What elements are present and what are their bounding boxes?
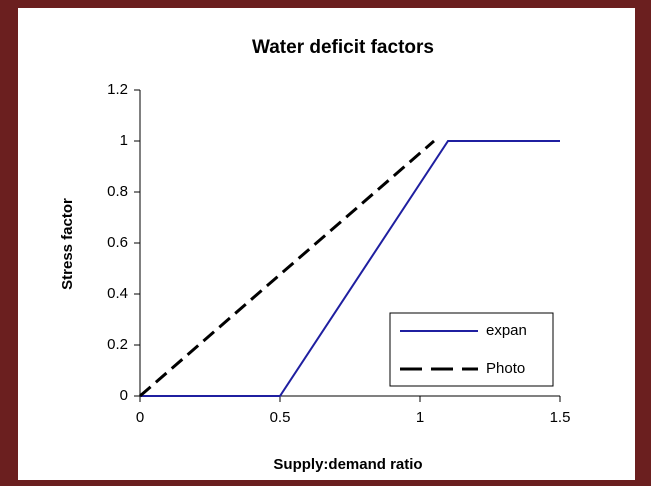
y-axis-label: Stress factor	[59, 198, 76, 290]
y-tick-label: 1.2	[107, 81, 128, 98]
y-tick-label: 1	[120, 132, 128, 149]
legend-label: Photo	[486, 360, 525, 377]
x-tick-label: 0.5	[270, 409, 291, 426]
y-tick-label: 0.6	[107, 234, 128, 251]
legend-label: expan	[486, 322, 527, 339]
series-line	[140, 140, 560, 397]
x-axis-label: Supply:demand ratio	[273, 456, 422, 473]
legend-box	[389, 312, 554, 387]
chart-background	[18, 8, 635, 480]
y-tick-label: 0.8	[107, 183, 128, 200]
y-tick-label: 0	[120, 387, 128, 404]
y-tick-label: 0.4	[107, 285, 128, 302]
series-line	[139, 139, 435, 398]
x-tick-label: 1	[416, 409, 424, 426]
y-tick-label: 0.2	[107, 336, 128, 353]
x-tick-label: 0	[136, 409, 144, 426]
chart-title: Water deficit factors	[252, 37, 434, 58]
x-tick-label: 1.5	[550, 409, 571, 426]
